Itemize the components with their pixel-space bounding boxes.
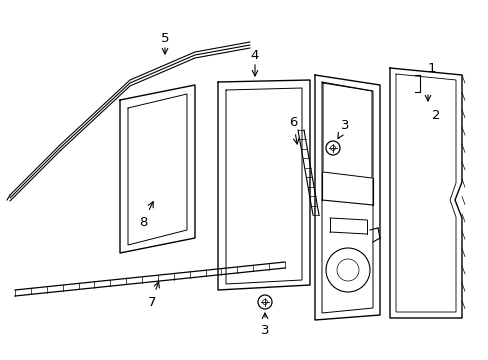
Text: 3: 3 [340, 118, 348, 131]
Text: 5: 5 [161, 32, 169, 45]
Text: 2: 2 [431, 108, 440, 122]
Text: 6: 6 [288, 116, 297, 129]
Text: 8: 8 [139, 216, 147, 229]
Text: 4: 4 [250, 49, 259, 62]
Text: 1: 1 [427, 62, 436, 75]
Text: 7: 7 [147, 297, 156, 310]
Text: 3: 3 [260, 324, 269, 337]
